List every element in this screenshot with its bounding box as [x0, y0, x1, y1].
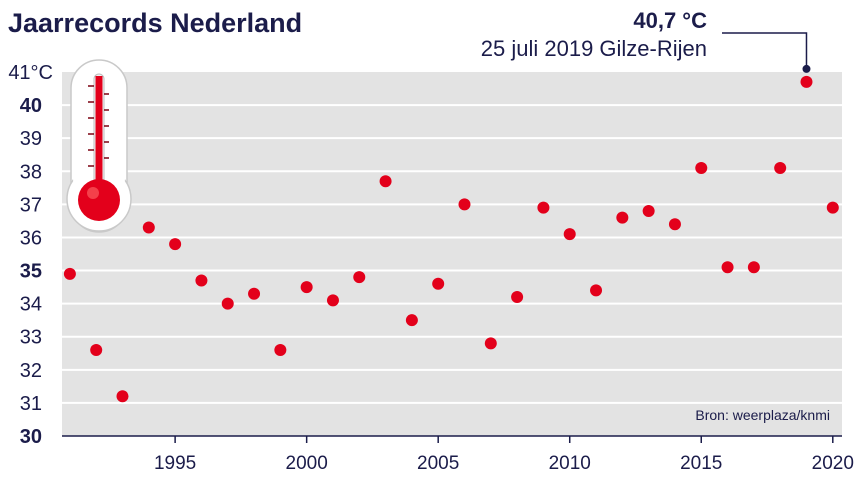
y-tick-label: 35 [20, 261, 42, 283]
data-point [590, 284, 603, 297]
data-point [169, 238, 182, 251]
data-point [432, 277, 445, 290]
data-point [537, 201, 550, 214]
y-tick-label: 40 [20, 95, 42, 117]
y-tick-label: 38 [20, 161, 42, 183]
data-point [695, 161, 708, 174]
data-point [300, 281, 313, 294]
annotation-leader-line [722, 32, 808, 69]
data-point [248, 287, 261, 300]
thermometer-icon [66, 59, 132, 233]
data-point [563, 228, 576, 241]
data-point [511, 291, 524, 304]
x-tick-label: 2005 [417, 453, 459, 474]
y-tick-label: 34 [20, 294, 42, 316]
data-point [616, 211, 629, 224]
source-label: Bron: weerplaza/knmi [695, 407, 830, 423]
y-tick-label: 41°C [8, 62, 53, 84]
data-point [800, 75, 813, 88]
data-point [774, 161, 787, 174]
data-point [484, 337, 497, 350]
data-point [326, 294, 339, 307]
x-tick-label: 2015 [680, 453, 722, 474]
x-axis-ticks: 1995 2000 2005 2010 2015 2020 [154, 436, 854, 474]
data-point [826, 201, 839, 214]
y-tick-label: 30 [20, 426, 42, 448]
y-tick-label: 33 [20, 327, 42, 349]
x-tick-label: 2000 [286, 453, 328, 474]
data-point [668, 218, 681, 231]
data-point [642, 204, 655, 217]
data-point [458, 198, 471, 211]
data-points [63, 75, 839, 403]
y-tick-label: 39 [20, 128, 42, 150]
data-point [195, 274, 208, 287]
y-tick-label: 37 [20, 194, 42, 216]
grid-lines [62, 104, 842, 404]
data-point [405, 314, 418, 327]
y-axis-ticks: 30 31 32 33 34 35 36 37 38 39 40 41°C [8, 62, 53, 448]
annotation-value: 40,7 °C [633, 8, 707, 33]
data-point [274, 343, 287, 356]
data-point [379, 175, 392, 188]
data-point [221, 297, 234, 310]
x-tick-label: 1995 [154, 453, 196, 474]
data-point [721, 261, 734, 274]
y-tick-label: 32 [20, 360, 42, 382]
plot-background [62, 72, 842, 436]
annotation-marker [802, 64, 811, 73]
data-point [747, 261, 760, 274]
data-point [90, 343, 103, 356]
data-point [63, 267, 76, 280]
annotation-text: 25 juli 2019 Gilze-Rijen [481, 36, 707, 61]
data-point [142, 221, 155, 234]
y-tick-label: 36 [20, 227, 42, 249]
x-tick-label: 2020 [812, 453, 854, 474]
chart-title: Jaarrecords Nederland [8, 8, 302, 38]
y-tick-label: 31 [20, 393, 42, 415]
data-point [353, 271, 366, 284]
data-point [116, 390, 129, 403]
x-tick-label: 2010 [549, 453, 591, 474]
